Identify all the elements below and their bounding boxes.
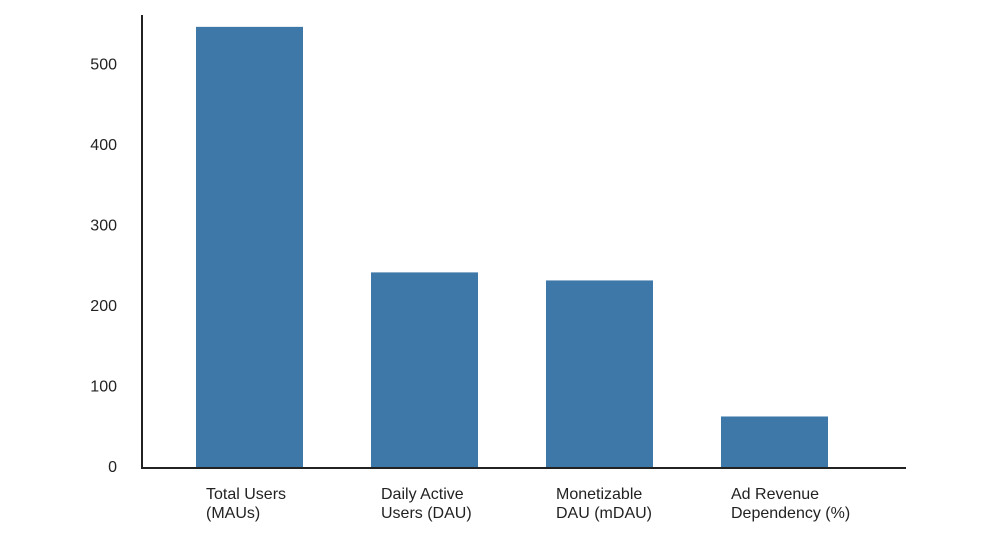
x-category-label-line: DAU (mDAU) [556,505,652,522]
x-category-label-line: Monetizable [556,486,642,503]
x-category-label-line: Dependency (%) [731,505,850,522]
y-tick-label-1: 100 [90,379,117,396]
bars-group [196,26,828,469]
bar-1 [371,272,478,468]
x-category-label-line: Ad Revenue [731,486,819,503]
bar-2 [546,280,653,468]
x-category-label-1: Daily Active Users (DAU) [381,486,472,522]
x-category-label-line: (MAUs) [206,505,260,522]
bar-3 [721,416,828,468]
y-tick-label-0: 0 [108,459,117,476]
y-tick-label-2: 200 [90,298,117,315]
y-axis: 0 100 200 300 400 500 [90,15,143,476]
y-tick-label-4: 400 [90,137,117,154]
x-category-label-line: Total Users [206,486,286,503]
bar-0 [196,26,303,469]
x-axis: Total Users (MAUs) Daily Active Users (DAU)… [141,467,906,522]
x-category-label-line: Daily Active [381,486,464,503]
x-category-label-line: Users (DAU) [381,505,472,522]
y-tick-label-5: 500 [90,57,117,74]
x-category-label-3: Ad Revenue Dependency (%) [731,486,850,522]
x-category-label-2: Monetizable DAU (mDAU) [556,486,652,522]
y-tick-label-3: 300 [90,218,117,235]
x-category-label-0: Total Users (MAUs) [206,486,286,522]
